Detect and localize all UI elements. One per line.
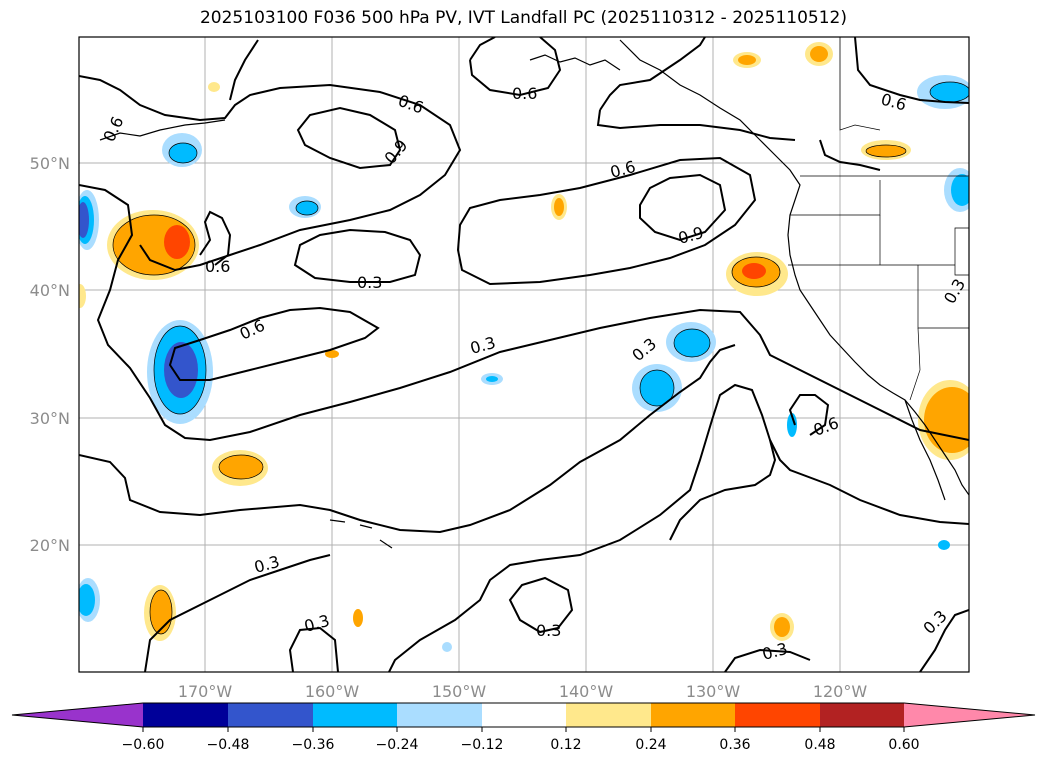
neg-anomaly-mid (938, 540, 950, 550)
neg-anomaly-core (79, 202, 89, 238)
lat-label: 40°N (30, 281, 70, 300)
lon-label: 140°W (559, 682, 614, 701)
lon-label: 120°W (813, 682, 868, 701)
colorbar-label: 0.48 (804, 737, 835, 753)
pos-anomaly-mid (325, 350, 339, 358)
lon-label: 130°W (686, 682, 741, 701)
colorbar-label: 0.24 (635, 737, 666, 753)
colorbar-label: −0.24 (376, 737, 419, 753)
map-area (79, 37, 969, 672)
colorbar-bin (566, 703, 651, 727)
lon-tick-labels: 170°W 160°W 150°W 140°W 130°W 120°W (178, 682, 868, 701)
pos-anomaly-mid (924, 387, 969, 453)
neg-anomaly-mid (787, 413, 797, 437)
lon-label: 170°W (178, 682, 233, 701)
pos-anomaly-mid (866, 145, 906, 157)
pos-anomaly-core (742, 263, 766, 279)
colorbar-bin (651, 703, 735, 727)
contour-label: 0.3 (357, 273, 382, 292)
neg-anomaly-mid (951, 174, 969, 206)
pos-anomaly-mid (810, 46, 828, 62)
lat-label: 50°N (30, 154, 70, 173)
anomaly-fills (79, 42, 969, 652)
anomaly-outlines (112, 81, 969, 635)
colorbar-bin (820, 703, 904, 727)
neg-anomaly-mid (674, 329, 710, 357)
pos-anomaly-mid (353, 609, 363, 627)
neg-anomaly-mid (296, 201, 318, 215)
colorbar-bin (313, 703, 397, 727)
colorbar-label: −0.60 (122, 737, 165, 753)
colorbar-bin (228, 703, 313, 727)
pos-anomaly-mid (738, 55, 756, 65)
neg-anomaly-outer (442, 642, 452, 652)
map-frame (78, 36, 970, 673)
neg-anomaly-mid (169, 143, 197, 163)
lon-label: 160°W (305, 682, 360, 701)
lon-label: 150°W (432, 682, 487, 701)
contour-label: 0.3 (536, 621, 561, 640)
colorbar-over-arrow (904, 703, 1035, 727)
colorbar-label: −0.12 (461, 737, 504, 753)
lat-tick-labels: 50°N 40°N 30°N 20°N (30, 154, 70, 555)
colorbar-label: −0.36 (292, 737, 335, 753)
colorbar: −0.60 −0.48 −0.36 −0.24 −0.12 0.12 0.24 … (11, 702, 1036, 753)
lat-label: 30°N (30, 409, 70, 428)
colorbar-bin (735, 703, 820, 727)
contour-label: 0.6 (205, 257, 230, 276)
colorbar-under-arrow (12, 703, 143, 727)
neg-anomaly-mid (640, 370, 674, 406)
colorbar-label: 0.60 (888, 737, 919, 753)
pos-anomaly-mid (219, 455, 263, 479)
colorbar-label: 0.12 (550, 737, 581, 753)
pv-contours (79, 37, 969, 672)
pos-anomaly-outer (208, 82, 220, 92)
contour-label: 0.6 (512, 84, 537, 103)
lat-label: 20°N (30, 536, 70, 555)
neg-anomaly-core (164, 342, 198, 398)
colorbar-label: 0.36 (719, 737, 750, 753)
pos-anomaly-core (164, 225, 190, 259)
political-borders (788, 37, 969, 401)
neg-anomaly-mid (486, 376, 498, 382)
colorbar-bin (143, 703, 228, 727)
neg-anomaly-mid (79, 584, 95, 616)
coastline (99, 39, 969, 549)
map-title: 2025103100 F036 500 hPa PV, IVT Landfall… (199, 8, 847, 28)
pos-anomaly-mid (774, 617, 790, 637)
colorbar-bin (482, 703, 566, 727)
pos-anomaly-mid (554, 198, 564, 216)
pos-anomaly-outer (79, 284, 86, 308)
neg-anomaly-mid (930, 82, 969, 102)
colorbar-bin (397, 703, 482, 727)
colorbar-label: −0.48 (207, 737, 250, 753)
